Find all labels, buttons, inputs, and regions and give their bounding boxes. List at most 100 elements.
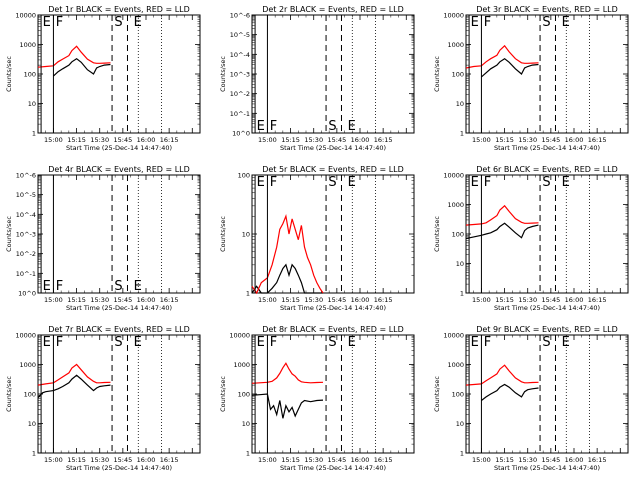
x-tick-label: 16:00 xyxy=(565,456,584,464)
lld-series-line xyxy=(465,44,539,69)
y-axis-label: Counts/sec xyxy=(433,56,441,92)
marker-letter: S xyxy=(328,335,336,350)
x-tick-label: 16:00 xyxy=(351,136,370,144)
x-tick-label: 16:15 xyxy=(588,296,607,304)
x-axis-label: Start Time (25-Dec-14 14:47:40) xyxy=(66,144,172,152)
marker-letter: F xyxy=(484,15,491,30)
x-tick-label: 15:00 xyxy=(472,296,491,304)
plot-frame xyxy=(465,174,629,294)
lld-series-line xyxy=(251,362,324,384)
y-tick-label: 10^0 xyxy=(232,130,250,138)
x-tick-label: 16:15 xyxy=(374,456,393,464)
marker-letter: E xyxy=(43,279,51,294)
x-tick-label: 15:30 xyxy=(304,456,323,464)
chart-title: Det 7r BLACK = Events, RED = LLD xyxy=(48,325,190,334)
y-tick-label: 10^-1 xyxy=(16,270,36,278)
plot-frame xyxy=(37,14,201,134)
x-tick-label: 15:30 xyxy=(90,136,109,144)
y-tick-label: 10000 xyxy=(443,332,464,340)
x-axis-label: Start Time (25-Dec-14 14:47:40) xyxy=(494,464,600,472)
y-axis-label: Counts/sec xyxy=(219,376,227,412)
x-tick-label: 15:30 xyxy=(90,296,109,304)
x-tick-label: 15:45 xyxy=(327,456,346,464)
marker-letter: F xyxy=(270,119,277,134)
detector-panel: Det 8r BLACK = Events, RED = LLD 1 10 100 10… xyxy=(219,325,415,472)
x-axis-label: Start Time (25-Dec-14 14:47:40) xyxy=(280,464,386,472)
y-tick-label: 10 xyxy=(242,420,250,428)
x-tick-label: 15:45 xyxy=(113,296,132,304)
x-tick-label: 16:15 xyxy=(588,456,607,464)
y-tick-label: 10000 xyxy=(15,12,36,20)
y-tick-label: 10 xyxy=(456,100,464,108)
marker-letter: F xyxy=(484,335,491,350)
x-axis-label: Start Time (25-Dec-14 14:47:40) xyxy=(494,304,600,312)
x-tick-label: 15:45 xyxy=(541,296,560,304)
x-tick-label: 16:15 xyxy=(588,136,607,144)
events-series-line xyxy=(251,393,324,419)
detector-panel: Det 7r BLACK = Events, RED = LLD 1 10 100 10… xyxy=(5,325,201,472)
marker-letter: F xyxy=(56,15,63,30)
x-tick-label: 16:15 xyxy=(374,296,393,304)
x-tick-label: 15:00 xyxy=(472,456,491,464)
x-tick-label: 15:30 xyxy=(304,296,323,304)
lld-series-line xyxy=(465,364,539,386)
y-axis-label: Counts/sec xyxy=(219,56,227,92)
y-tick-label: 10000 xyxy=(443,172,464,180)
x-axis-label: Start Time (25-Dec-14 14:47:40) xyxy=(66,304,172,312)
marker-letter: S xyxy=(542,335,550,350)
marker-letter: F xyxy=(484,175,491,190)
x-tick-label: 15:00 xyxy=(258,456,277,464)
marker-letter: E xyxy=(562,175,570,190)
plot-frame xyxy=(251,14,415,134)
lld-series-line xyxy=(37,363,111,386)
chart-title: Det 1r BLACK = Events, RED = LLD xyxy=(48,5,190,14)
chart-title: Det 5r BLACK = Events, RED = LLD xyxy=(262,165,404,174)
y-tick-label: 1000 xyxy=(19,361,36,369)
x-tick-label: 15:30 xyxy=(90,456,109,464)
plot-frame xyxy=(37,174,201,294)
y-tick-label: 1000 xyxy=(447,201,464,209)
detector-panel: Det 4r BLACK = Events, RED = LLD 10^0 10^-… xyxy=(5,165,201,312)
y-tick-label: 10^-2 xyxy=(230,90,250,98)
y-tick-label: 10^-2 xyxy=(16,250,36,258)
x-tick-label: 15:45 xyxy=(327,296,346,304)
x-tick-label: 15:30 xyxy=(518,456,537,464)
lld-series-line xyxy=(465,204,539,226)
x-tick-label: 16:15 xyxy=(160,296,179,304)
y-tick-label: 1000 xyxy=(19,41,36,49)
chart-title: Det 6r BLACK = Events, RED = LLD xyxy=(476,165,618,174)
chart-title: Det 8r BLACK = Events, RED = LLD xyxy=(262,325,404,334)
events-series-line xyxy=(52,57,111,77)
x-tick-label: 15:15 xyxy=(67,456,86,464)
y-tick-label: 10^-6 xyxy=(230,12,250,20)
y-axis-label: Counts/sec xyxy=(219,216,227,252)
marker-letter: E xyxy=(471,15,479,30)
plot-frame xyxy=(251,174,415,294)
y-tick-label: 1000 xyxy=(447,41,464,49)
marker-letter: E xyxy=(134,279,142,294)
y-tick-label: 10^-3 xyxy=(230,71,250,79)
x-tick-label: 15:00 xyxy=(472,136,491,144)
y-tick-label: 10000 xyxy=(15,332,36,340)
x-tick-label: 15:15 xyxy=(281,296,300,304)
events-series-line xyxy=(481,57,539,78)
y-tick-label: 1 xyxy=(32,130,36,138)
detector-panel: Det 2r BLACK = Events, RED = LLD 10^0 10^-… xyxy=(219,5,415,152)
marker-letter: F xyxy=(56,279,63,294)
x-tick-label: 15:15 xyxy=(67,296,86,304)
x-tick-label: 15:45 xyxy=(327,136,346,144)
y-axis-label: Counts/sec xyxy=(5,56,13,92)
marker-letter: E xyxy=(348,175,356,190)
y-tick-label: 10 xyxy=(456,260,464,268)
lld-series-line xyxy=(37,45,111,68)
marker-letter: E xyxy=(43,15,51,30)
detector-panel: Det 3r BLACK = Events, RED = LLD 1 10 100 10… xyxy=(433,5,629,152)
x-tick-label: 15:15 xyxy=(67,136,86,144)
x-tick-label: 15:15 xyxy=(495,136,514,144)
marker-letter: E xyxy=(562,335,570,350)
x-tick-label: 15:15 xyxy=(281,456,300,464)
x-tick-label: 16:00 xyxy=(351,296,370,304)
x-tick-label: 15:00 xyxy=(44,296,63,304)
marker-letter: E xyxy=(471,175,479,190)
x-tick-label: 15:45 xyxy=(541,456,560,464)
